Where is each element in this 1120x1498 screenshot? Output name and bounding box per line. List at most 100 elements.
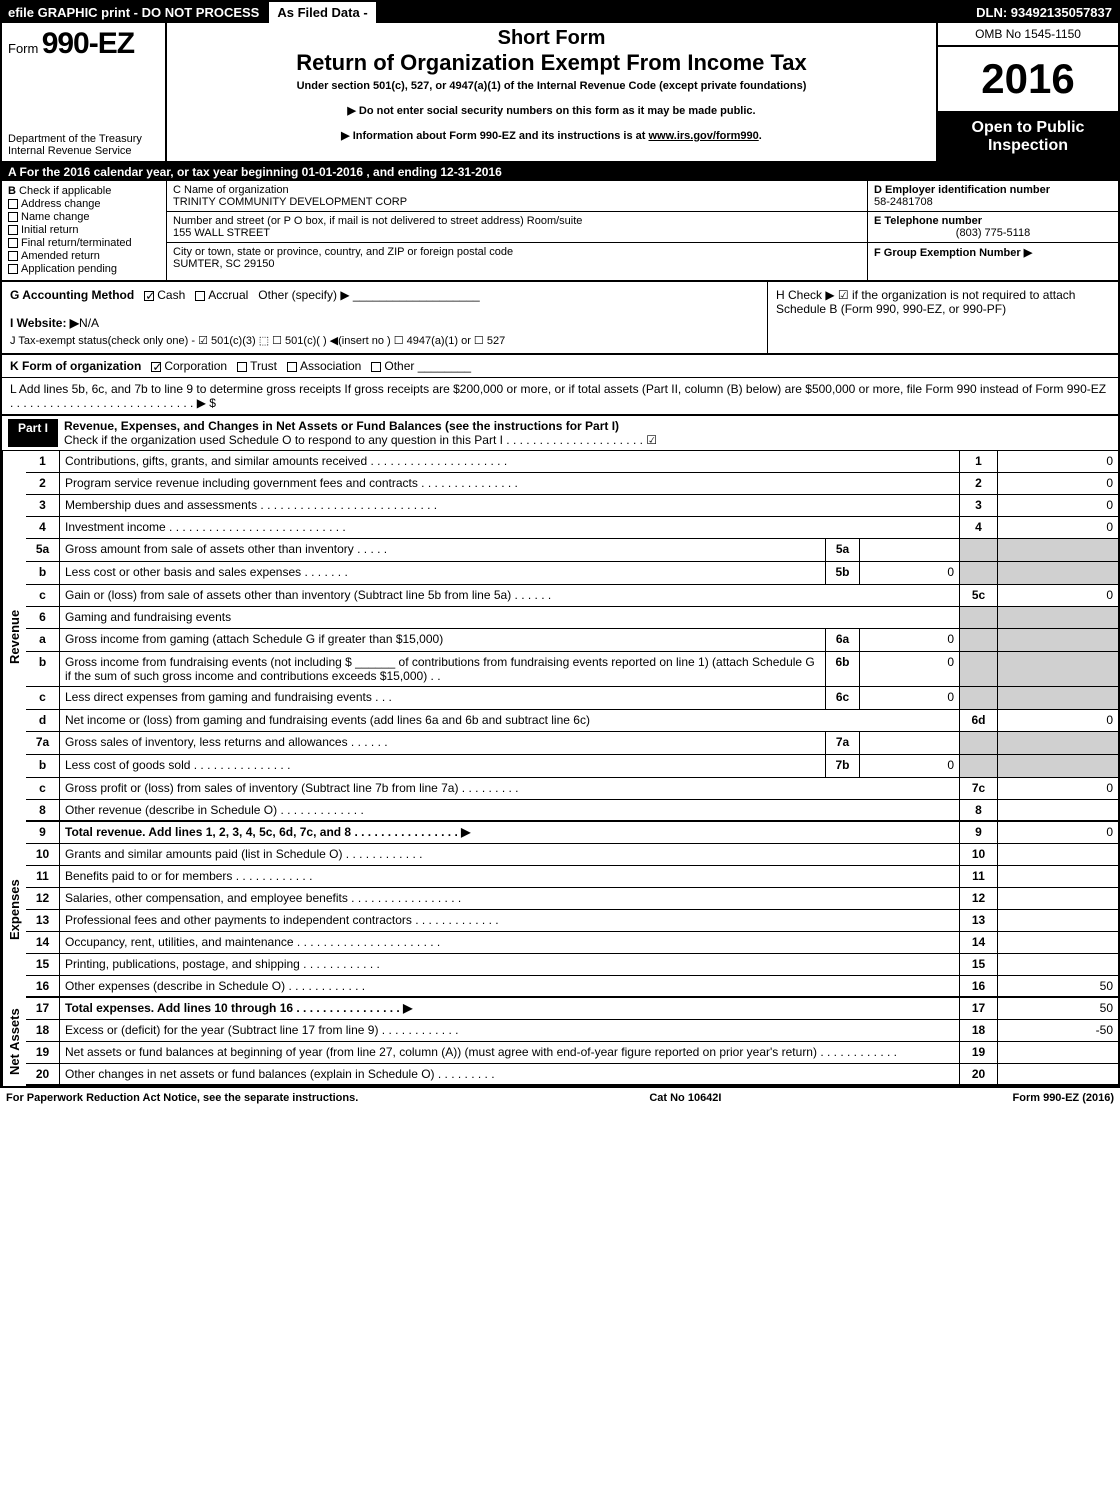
col-def: D Employer identification number 58-2481… bbox=[868, 181, 1118, 280]
header-left: Form 990-EZ Department of the Treasury I… bbox=[2, 23, 167, 161]
note-1: ▶ Do not enter social security numbers o… bbox=[177, 104, 926, 117]
chk-trust[interactable] bbox=[237, 362, 247, 372]
chk-other[interactable] bbox=[371, 362, 381, 372]
line-num: 18 bbox=[26, 1020, 60, 1042]
line-amount: -50 bbox=[998, 1020, 1118, 1042]
chk-final-return[interactable]: Final return/terminated bbox=[8, 237, 160, 249]
chk-name-change[interactable]: Name change bbox=[8, 211, 160, 223]
line-num: 7a bbox=[26, 732, 60, 755]
chk-address-change[interactable]: Address change bbox=[8, 198, 160, 210]
chk-initial-return[interactable]: Initial return bbox=[8, 224, 160, 236]
col-b: B Check if applicable Address change Nam… bbox=[2, 181, 167, 280]
ein: 58-2481708 bbox=[874, 196, 933, 208]
line-amount: 50 bbox=[998, 998, 1118, 1020]
chk-assoc[interactable] bbox=[287, 362, 297, 372]
line-desc: Professional fees and other payments to … bbox=[60, 910, 960, 932]
line-amount bbox=[998, 732, 1118, 755]
chk-amended[interactable]: Amended return bbox=[8, 250, 160, 262]
line-num: 6 bbox=[26, 607, 60, 629]
line-amount: 0 bbox=[998, 778, 1118, 800]
row-j-inline: J Tax-exempt status(check only one) - ☑ … bbox=[10, 334, 759, 347]
line-amount: 0 bbox=[998, 473, 1118, 495]
line-box: 9 bbox=[960, 822, 998, 844]
line-box: 18 bbox=[960, 1020, 998, 1042]
line-amount: 0 bbox=[998, 585, 1118, 607]
chk-corp[interactable] bbox=[151, 362, 161, 372]
line-box: 12 bbox=[960, 888, 998, 910]
line-num: d bbox=[26, 710, 60, 732]
chk-accrual[interactable] bbox=[195, 291, 205, 301]
line-amount: 0 bbox=[998, 710, 1118, 732]
line-num: 5a bbox=[26, 539, 60, 562]
part1-header: Part I Revenue, Expenses, and Changes in… bbox=[2, 416, 1118, 451]
line-num: c bbox=[26, 778, 60, 800]
line-num: 20 bbox=[26, 1064, 60, 1086]
telephone: (803) 775-5118 bbox=[874, 227, 1112, 239]
section-label: Net Assets bbox=[2, 998, 26, 1086]
ein-row: D Employer identification number 58-2481… bbox=[868, 181, 1118, 212]
line-amount bbox=[998, 539, 1118, 562]
line-box: 13 bbox=[960, 910, 998, 932]
line-amount bbox=[998, 910, 1118, 932]
line-desc: Salaries, other compensation, and employ… bbox=[60, 888, 960, 910]
line-desc: Printing, publications, postage, and shi… bbox=[60, 954, 960, 976]
line-num: 14 bbox=[26, 932, 60, 954]
line-desc: Net income or (loss) from gaming and fun… bbox=[60, 710, 960, 732]
tax-year: 2016 bbox=[938, 47, 1118, 113]
line-num: b bbox=[26, 755, 60, 778]
line-box: 16 bbox=[960, 976, 998, 998]
group-exemption-row: F Group Exemption Number ▶ bbox=[868, 243, 1118, 262]
line-box: 8 bbox=[960, 800, 998, 822]
line-desc: Program service revenue including govern… bbox=[60, 473, 960, 495]
line-box bbox=[960, 539, 998, 562]
line-box: 3 bbox=[960, 495, 998, 517]
form-prefix: Form bbox=[8, 41, 38, 56]
line-desc: Less direct expenses from gaming and fun… bbox=[60, 687, 960, 710]
section-label: Expenses bbox=[2, 822, 26, 998]
footer-left: For Paperwork Reduction Act Notice, see … bbox=[6, 1092, 358, 1104]
line-amount bbox=[998, 800, 1118, 822]
line-amount bbox=[998, 629, 1118, 652]
line-amount bbox=[998, 607, 1118, 629]
line-desc: Total revenue. Add lines 1, 2, 3, 4, 5c,… bbox=[60, 822, 960, 844]
line-box: 10 bbox=[960, 844, 998, 866]
footer-right: Form 990-EZ (2016) bbox=[1013, 1092, 1114, 1104]
line-desc: Gain or (loss) from sale of assets other… bbox=[60, 585, 960, 607]
line-desc: Total expenses. Add lines 10 through 16 … bbox=[60, 998, 960, 1020]
line-amount bbox=[998, 652, 1118, 687]
line-num: 2 bbox=[26, 473, 60, 495]
part1-title: Revenue, Expenses, and Changes in Net As… bbox=[58, 419, 1112, 447]
line-num: 15 bbox=[26, 954, 60, 976]
line-amount bbox=[998, 932, 1118, 954]
line-box bbox=[960, 629, 998, 652]
line-box: 1 bbox=[960, 451, 998, 473]
chk-cash[interactable] bbox=[144, 291, 154, 301]
street: 155 WALL STREET bbox=[173, 227, 861, 239]
main-title: Return of Organization Exempt From Incom… bbox=[177, 50, 926, 76]
header-right: OMB No 1545-1150 2016 Open to Public Ins… bbox=[938, 23, 1118, 161]
dept-block: Department of the Treasury Internal Reve… bbox=[8, 132, 159, 157]
row-l: L Add lines 5b, 6c, and 7b to line 9 to … bbox=[2, 378, 1118, 416]
line-amount bbox=[998, 755, 1118, 778]
top-bar: efile GRAPHIC print - DO NOT PROCESS As … bbox=[2, 2, 1118, 23]
tel-row: E Telephone number (803) 775-5118 bbox=[868, 212, 1118, 243]
line-desc: Gross profit or (loss) from sales of inv… bbox=[60, 778, 960, 800]
line-amount bbox=[998, 687, 1118, 710]
line-num: 4 bbox=[26, 517, 60, 539]
line-box: 19 bbox=[960, 1042, 998, 1064]
line-box: 11 bbox=[960, 866, 998, 888]
org-name-row: C Name of organization TRINITY COMMUNITY… bbox=[167, 181, 867, 212]
line-num: 19 bbox=[26, 1042, 60, 1064]
line-num: 10 bbox=[26, 844, 60, 866]
line-num: c bbox=[26, 585, 60, 607]
section-label: Revenue bbox=[2, 451, 26, 822]
omb-number: OMB No 1545-1150 bbox=[938, 23, 1118, 47]
line-num: b bbox=[26, 652, 60, 687]
irs-link[interactable]: www.irs.gov/form990 bbox=[649, 130, 759, 142]
chk-app-pending[interactable]: Application pending bbox=[8, 263, 160, 275]
col-h: H Check ▶ ☑ if the organization is not r… bbox=[768, 282, 1118, 353]
line-num: a bbox=[26, 629, 60, 652]
line-amount bbox=[998, 866, 1118, 888]
line-num: 3 bbox=[26, 495, 60, 517]
line-box: 6d bbox=[960, 710, 998, 732]
